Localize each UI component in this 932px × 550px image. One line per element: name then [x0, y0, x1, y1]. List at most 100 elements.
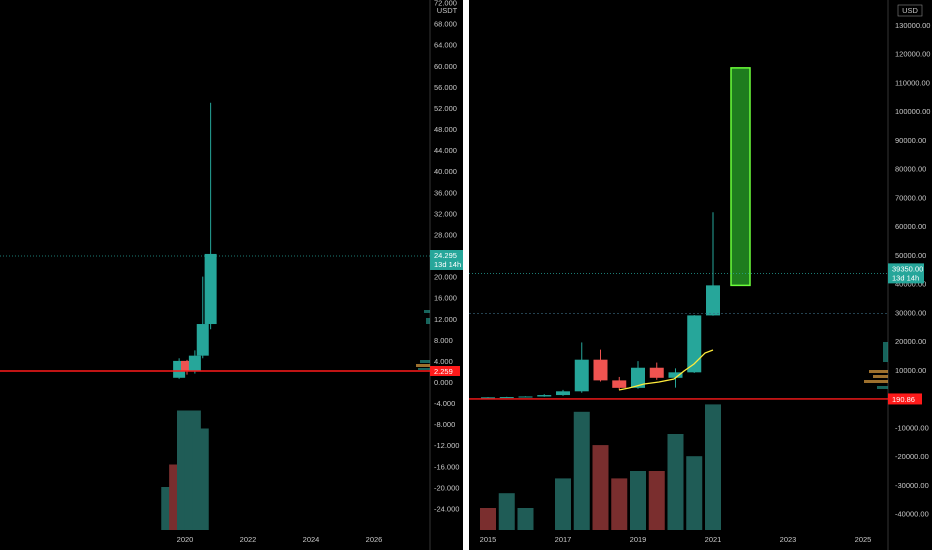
- candle-body: [556, 391, 570, 396]
- price-tick-label: 60000.00: [895, 222, 926, 231]
- candle-body: [574, 359, 589, 392]
- currency-label: USD: [902, 6, 918, 15]
- price-tick-label: 8.000: [434, 336, 453, 345]
- currency-label: USDT: [437, 6, 458, 15]
- candle-body: [593, 359, 608, 381]
- price-tick-label: 68.000: [434, 20, 457, 29]
- price-tick-label: 60.000: [434, 62, 457, 71]
- price-tick-label: 48.000: [434, 125, 457, 134]
- price-tick-label: 64.000: [434, 41, 457, 50]
- price-tick-label: 0.000: [434, 378, 453, 387]
- time-tick-label: 2019: [630, 535, 647, 544]
- last-price-value: 24.295: [434, 251, 457, 260]
- time-tick-label: 2017: [555, 535, 572, 544]
- volume-bar: [611, 478, 628, 530]
- price-tick-label: 10000.00: [895, 366, 926, 375]
- price-tick-label: -24.000: [434, 504, 459, 513]
- candle-body: [687, 315, 702, 373]
- price-tick-label: 40000.00: [895, 280, 926, 289]
- candles: [173, 102, 217, 379]
- price-tick-label: 28.000: [434, 230, 457, 239]
- countdown-text: 13d 14h: [434, 260, 461, 269]
- price-tick-label: 4.000: [434, 357, 453, 366]
- price-tick-label: 56.000: [434, 83, 457, 92]
- volume-bar: [592, 445, 609, 530]
- price-tick-label: 130000.00: [895, 21, 930, 30]
- right-chart-canvas[interactable]: USD 130000.00 120000.00 110000.00 100000.00…: [469, 0, 932, 550]
- price-tick-label: 100000.00: [895, 107, 930, 116]
- price-tick-label: -12.000: [434, 441, 459, 450]
- price-tick-label: -20000.00: [895, 452, 929, 461]
- time-tick-label: 2025: [855, 535, 872, 544]
- countdown-text: 13d 14h: [892, 273, 919, 282]
- left-chart-pane[interactable]: USDT 77.00072.00068.00064.00060.00056.00…: [0, 0, 463, 550]
- time-axis[interactable]: 2020 2022 2024 2026: [177, 535, 383, 544]
- candle-body: [649, 367, 664, 378]
- candle-body: [499, 397, 514, 399]
- candle-body: [204, 253, 217, 325]
- price-tick-label: 110000.00: [895, 78, 930, 87]
- time-axis[interactable]: 2015 2017 2019 2021 2023 2025: [480, 535, 872, 544]
- price-tick-label: -20.000: [434, 483, 459, 492]
- price-tick-label: 90000.00: [895, 136, 926, 145]
- price-tick-label: 120000.00: [895, 50, 930, 59]
- volume-bar: [192, 428, 209, 530]
- price-tick-label: -8.000: [434, 420, 455, 429]
- right-chart-pane[interactable]: USD 130000.00 120000.00 110000.00 100000.00…: [469, 0, 932, 550]
- volume-bar: [517, 508, 534, 530]
- time-tick-label: 2023: [780, 535, 797, 544]
- volume-bar: [480, 508, 496, 530]
- volume-bar: [705, 404, 721, 530]
- left-chart-canvas[interactable]: USDT 77.00072.00068.00064.00060.00056.00…: [0, 0, 463, 550]
- price-tick-label: 70000.00: [895, 193, 926, 202]
- volume-bar: [686, 456, 703, 530]
- pane-divider[interactable]: [463, 0, 469, 550]
- price-tick-label: 32.000: [434, 209, 457, 218]
- price-tick-label: -40000.00: [895, 510, 929, 519]
- candle-body: [706, 285, 720, 316]
- last-price-badge: [888, 263, 924, 284]
- candle-body: [518, 396, 533, 398]
- candle-body: [181, 360, 193, 372]
- volume-bars: [161, 410, 209, 530]
- currency-box[interactable]: [897, 4, 923, 17]
- price-tick-label: 52.000: [434, 104, 457, 113]
- time-tick-label: 2022: [240, 535, 257, 544]
- price-tick-label: 80000.00: [895, 165, 926, 174]
- candle-body: [188, 355, 201, 372]
- candle-body: [196, 324, 209, 356]
- volume-bars: [480, 404, 721, 530]
- price-tick-label: 20000.00: [895, 337, 926, 346]
- volume-bar: [667, 434, 684, 530]
- price-tick-label: 20.000: [434, 273, 457, 282]
- time-tick-label: 2015: [480, 535, 497, 544]
- price-tick-label: 36.000: [434, 188, 457, 197]
- candle-body: [537, 395, 552, 397]
- volume-bar: [498, 493, 515, 530]
- price-tick-label: -4.000: [434, 399, 455, 408]
- profile-bars: [864, 342, 888, 389]
- support-price-value: 190.86: [892, 395, 915, 404]
- candle-body: [481, 397, 495, 399]
- trend-curve[interactable]: [618, 349, 714, 391]
- candle-body: [612, 380, 627, 388]
- price-tick-label: 30000.00: [895, 308, 926, 317]
- candles: [481, 212, 720, 399]
- price-tick-label: 44.000: [434, 146, 457, 155]
- time-tick-label: 2021: [705, 535, 722, 544]
- support-price-badge: [430, 366, 460, 376]
- volume-bar: [573, 411, 590, 530]
- price-tick-label: 40.000: [434, 167, 457, 176]
- price-tick-label: -10000.00: [895, 423, 929, 432]
- time-tick-label: 2024: [303, 535, 320, 544]
- price-tick-label: 16.000: [434, 294, 457, 303]
- price-tick-label: 50000.00: [895, 251, 926, 260]
- price-axis[interactable]: 130000.00 120000.00 110000.00 100000.00 9000…: [895, 21, 930, 519]
- candle-body: [631, 367, 645, 388]
- last-price-value: 39350.00: [892, 264, 923, 273]
- projection-box[interactable]: [730, 67, 751, 287]
- price-tick-label: 12.000: [434, 315, 457, 324]
- support-price-badge: [888, 393, 922, 405]
- price-tick-label: -30000.00: [895, 481, 929, 490]
- price-tick-label: -16.000: [434, 462, 459, 471]
